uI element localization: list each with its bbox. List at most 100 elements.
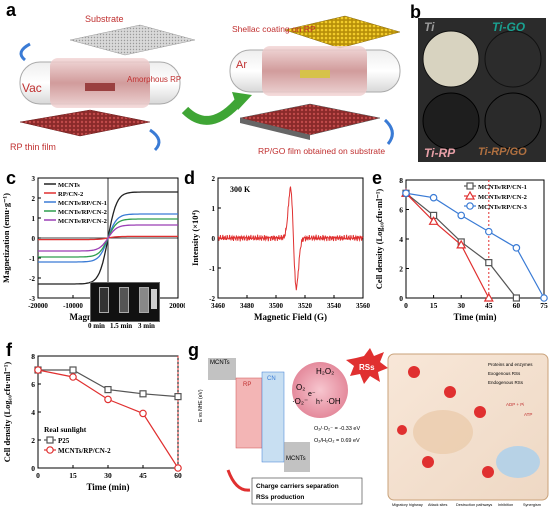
rp-band (235, 377, 263, 449)
h-label: h⁺ (316, 399, 324, 406)
mcnts-top-label: MCNTs (210, 360, 230, 366)
e-label: e⁻ (308, 391, 316, 398)
x-tick-label: 3560 (356, 302, 370, 310)
x-axis-label: Magnetic Field (G) (254, 312, 327, 322)
y-tick-label: 0 (212, 235, 216, 243)
panel-label-e: e (372, 168, 383, 188)
legend-entry: RP/CN-2 (58, 191, 83, 198)
vac-arrow (19, 42, 31, 62)
ar-label: Ar (236, 59, 247, 71)
y-tick-label: 2 (31, 436, 35, 445)
chart-f: 0 15 30 45 60 0 2 4 6 8 Time (min) Cell density (Lo… (2, 352, 182, 492)
rp-film-label: RP thin film (10, 142, 56, 152)
x-tick-label: 30 (104, 471, 112, 480)
data-point (512, 244, 521, 252)
y-tick-label: 8 (31, 352, 35, 361)
x-tick-label: 3500 (269, 302, 284, 310)
rp-label: RP (243, 382, 251, 388)
panel-label-g: g (188, 340, 199, 360)
data-point (429, 193, 438, 202)
cell-vesicle (496, 446, 540, 478)
oh-label: ·OH (326, 397, 341, 406)
epr-signal (217, 186, 364, 291)
x-tick-label: 0 (404, 301, 408, 310)
scheme-proteins: Proteins and enzymes (488, 362, 533, 367)
sample-boat-right (300, 70, 330, 78)
legend-separation: Charge carriers separation (256, 483, 339, 490)
data-point (402, 189, 410, 198)
y-tick-label: 1 (212, 205, 216, 213)
x-tick-label: 3480 (240, 302, 255, 310)
disc-ti-go (484, 30, 542, 88)
panel-a: Substrate Vac Amorphous RP RP thin film … (0, 0, 405, 165)
legend-entry: MCNTs/RP/CN-2 (58, 209, 107, 216)
y-tick-label: 2 (212, 175, 216, 183)
panel-b: Ti Ti-GO Ti-RP Ti-RP/GO (418, 18, 546, 162)
o2rad-label: ·O₂⁻ (292, 397, 308, 406)
legend-arrow (226, 469, 251, 492)
disc-ti-rpgo (484, 92, 542, 150)
chart-e: 0 15 30 45 60 75 0 2 4 6 8 Time (min) Cell density (… (374, 176, 548, 322)
film-arrow-left (149, 128, 161, 152)
vial-1 (99, 287, 109, 313)
panel-e: 0 15 30 45 60 75 0 2 4 6 8 Time (min) Cell density (… (372, 170, 550, 340)
rs-bubble (292, 362, 348, 418)
legend-entry: MCNTs/RP/CN-2 (478, 194, 527, 201)
cn-band (261, 371, 285, 463)
temperature-annotation: 300 K (230, 185, 251, 194)
y-tick-label: -2 (209, 295, 215, 303)
vac-label: Vac (22, 81, 42, 95)
y-tick-label: 4 (399, 235, 403, 244)
legend-entry: MCNTs/RP/CN-2 (58, 218, 107, 225)
series-line (38, 224, 178, 252)
legend-inhibition: Inhibition (498, 503, 513, 507)
x-tick-label: 3460 (211, 302, 226, 310)
legend-entry: MCNTs/RP/CN-3 (478, 204, 528, 211)
data-point (483, 292, 494, 302)
legend-entry: MCNTs/RP/CN-1 (478, 184, 527, 191)
x-tick-label: 3520 (298, 302, 313, 310)
mcnts-bottom-label: MCNTs (286, 456, 306, 462)
bottom-legend: Migratory highway Attack sites Destructi… (392, 503, 541, 507)
legend-marker (46, 436, 54, 444)
shellac-label: Shellac coating on RP (232, 24, 316, 34)
y-axis-label: Intensity (×10⁴) (190, 210, 200, 266)
rpgo-film-base (240, 118, 310, 140)
x-tick-label: 15 (69, 471, 77, 480)
o2-label: O₂ (296, 383, 305, 392)
inset-time-2: 1.5 min (110, 322, 133, 330)
magnet-inset (90, 282, 160, 322)
data-point (540, 294, 548, 302)
x-tick-label: 45 (139, 471, 147, 480)
cell-nucleoid (413, 410, 473, 454)
panel-f: 0 15 30 45 60 0 2 4 6 8 Time (min) Cell density (Lo… (0, 342, 185, 510)
shellac-sheet (284, 15, 401, 49)
x-tick-label: 30 (457, 301, 465, 310)
y-tick-label: 2 (32, 195, 36, 203)
potential-2: O₂/H₂O₂ = 0.69 eV (314, 438, 360, 444)
scheme-exogenous: Exogenous RSs (488, 371, 521, 376)
scheme-atp: ATP (524, 412, 532, 417)
x-tick-label: 75 (540, 301, 548, 310)
amorphous-label: Amorphous RP (127, 75, 181, 84)
vial-3 (139, 287, 149, 313)
legend-entry: MCNTs/RP/CN-2 (58, 447, 111, 455)
y-tick-label: 4 (31, 408, 35, 417)
rpgo-label: RP/GO film obtained on substrate (258, 146, 385, 156)
y-tick-label: 0 (32, 235, 36, 243)
x-tick-label: 3540 (327, 302, 342, 310)
y-tick-label: 6 (399, 206, 403, 215)
x-tick-label: 45 (485, 301, 493, 310)
mcnts-bottom-band (284, 442, 310, 472)
y-tick-label: 0 (31, 464, 35, 473)
x-tick-label: 60 (174, 471, 182, 480)
label-ti-go: Ti-GO (492, 20, 526, 34)
legend-marker (464, 190, 476, 200)
data-point (485, 227, 493, 236)
data-point (428, 216, 439, 225)
data-point (104, 385, 112, 394)
panel-c: -20000-1000001000020000-3-2-10123Magneti… (0, 170, 185, 340)
legend-entry: MCNTs/RP/CN-1 (58, 200, 107, 207)
disc-ti-rp (422, 92, 480, 150)
label-ti-rp: Ti-RP (424, 146, 456, 160)
